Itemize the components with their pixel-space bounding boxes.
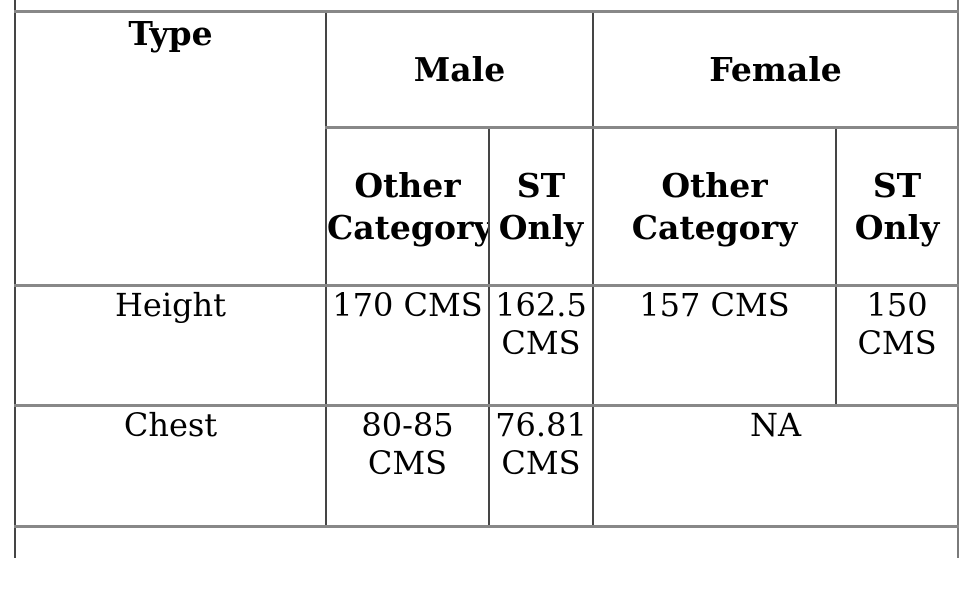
cell-height-female-other-category: 157 CMS	[592, 284, 836, 406]
table-row-chest: Chest 80-85 CMS 76.81 CMS NA	[14, 404, 959, 527]
subheader-cell-male-st-only: ST Only	[488, 126, 593, 286]
cell-height-male-other-category: 170 CMS	[325, 284, 489, 406]
cell-chest-female-merged: NA	[591, 404, 959, 527]
header-cell-female: Female	[591, 10, 959, 128]
table-row-height: Height 170 CMS 162.5 CMS 157 CMS 150 CMS	[14, 284, 959, 406]
subheader-cell-female-st-only: ST Only	[834, 126, 959, 286]
subheader-cell-female-other-category: Other Category	[592, 126, 836, 286]
cropped-row-below	[13, 525, 959, 558]
cell-height-female-st-only: 150 CMS	[834, 284, 959, 406]
subheader-cell-male-other-category: Other Category	[325, 126, 489, 286]
cropped-cell-above	[13, 0, 959, 12]
header-row-groups: Type Male Female	[14, 10, 959, 286]
physical-standards-table: Type Male Female Other Category ST Only …	[13, 0, 959, 558]
row-label-height: Height	[14, 284, 326, 406]
header-row-subcategories: Other Category ST Only Other Category ST…	[15, 126, 959, 286]
cell-chest-male-st-only: 76.81 CMS	[488, 404, 593, 527]
cell-chest-male-other-category: 80-85 CMS	[325, 404, 489, 527]
cropped-row-above	[13, 0, 959, 12]
row-label-chest: Chest	[14, 404, 326, 527]
header-cell-male: Male	[325, 10, 593, 128]
header-cell-type: Type	[14, 10, 326, 286]
cropped-cell-below	[13, 525, 959, 558]
cell-height-male-st-only: 162.5 CMS	[488, 284, 593, 406]
